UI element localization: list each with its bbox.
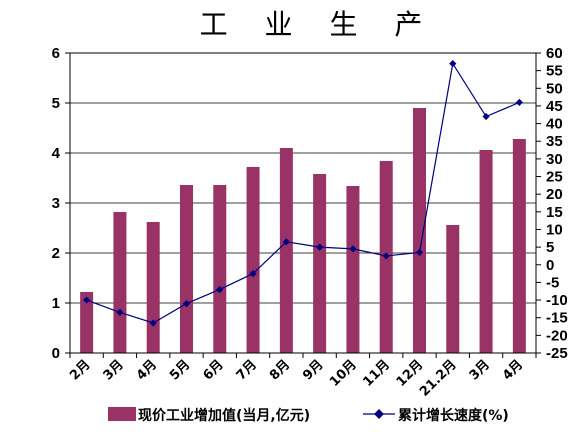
y-right-tick-label: 15: [546, 204, 563, 221]
y-left-tick-label: 0: [52, 345, 60, 362]
bar: [213, 185, 227, 353]
x-tick-label: 4月: [134, 357, 160, 383]
line-point: [83, 296, 91, 304]
line-point: [249, 269, 257, 278]
x-tick-label: 10月: [327, 357, 360, 390]
y-right-tick-label: 25: [546, 169, 563, 186]
x-tick-label: 3月: [467, 357, 493, 383]
y-left-tick-label: 6: [52, 45, 60, 62]
y-right-tick-label: 60: [546, 45, 563, 62]
y-left-tick-label: 2: [52, 245, 60, 262]
bar: [413, 108, 426, 353]
line-point: [282, 238, 290, 246]
line-series: [83, 59, 523, 327]
line-point: [316, 243, 324, 251]
y-left-tick-label: 5: [52, 95, 60, 112]
y-right-tick-label: 0: [546, 257, 554, 274]
y-left-tick-label: 4: [52, 145, 61, 162]
chart-title: 工 业 生 产: [200, 8, 437, 41]
legend-line-marker: [374, 409, 384, 419]
y-right-tick-label: 55: [546, 63, 563, 80]
line-point: [515, 98, 523, 107]
legend-bar-swatch: [108, 407, 136, 421]
y-right-tick-label: 10: [546, 221, 563, 238]
gridlines: [70, 52, 536, 354]
bar: [446, 225, 460, 353]
line-point: [149, 319, 157, 327]
x-tick-label: 6月: [200, 357, 226, 383]
y-right-tick-label: 50: [546, 80, 563, 97]
line-point: [116, 308, 124, 317]
bar: [180, 185, 193, 353]
y-right-tick-label: -15: [546, 310, 568, 327]
line-point: [449, 59, 457, 68]
x-tick-label: 4月: [500, 357, 526, 383]
bar: [146, 222, 160, 353]
y-left-tick-label: 1: [52, 295, 60, 312]
bar: [479, 150, 493, 353]
x-tick-label: 11月: [360, 357, 393, 390]
x-tick-label: 3月: [101, 357, 127, 383]
line-point: [482, 112, 490, 121]
line-point: [415, 248, 424, 257]
x-tick-label: 8月: [267, 357, 293, 383]
y-right-tick-label: 45: [546, 98, 563, 115]
x-tick-label: 2月: [67, 357, 93, 383]
y-right-tick-label: 35: [546, 133, 563, 150]
bar: [512, 139, 526, 353]
bar: [279, 148, 293, 353]
legend-line-label: 累计增长速度(%): [398, 407, 509, 424]
bar: [246, 167, 260, 353]
y-right-tick-label: 40: [546, 116, 563, 133]
bar: [113, 212, 127, 353]
legend-bar-label: 现价工业增加值(当月,亿元): [138, 407, 310, 424]
y-right-tick-label: 20: [546, 186, 563, 203]
y-right-tick-label: -10: [546, 292, 568, 309]
bar: [80, 292, 94, 353]
x-tick-label: 5月: [167, 357, 193, 383]
legend: 现价工业增加值(当月,亿元) 累计增长速度(%): [108, 407, 509, 424]
series-line: [86, 61, 520, 324]
bar-series: [80, 108, 526, 353]
bar: [313, 174, 327, 353]
y-right-tick-label: 30: [546, 151, 563, 168]
y-right-tick-label: 5: [546, 239, 554, 256]
line-point: [182, 299, 191, 308]
y-right-tick-label: -5: [546, 274, 559, 291]
bar: [346, 186, 360, 353]
line-point: [349, 245, 357, 253]
x-tick-label: 9月: [300, 357, 326, 383]
line-point: [382, 252, 390, 260]
y-right-tick-label: -25: [546, 345, 568, 362]
y-right-tick-label: -20: [546, 327, 568, 344]
x-tick-label: 7月: [234, 357, 260, 383]
line-point: [216, 285, 224, 294]
y-left-tick-label: 3: [52, 195, 60, 212]
x-tick-label: 21.2月: [417, 357, 459, 399]
